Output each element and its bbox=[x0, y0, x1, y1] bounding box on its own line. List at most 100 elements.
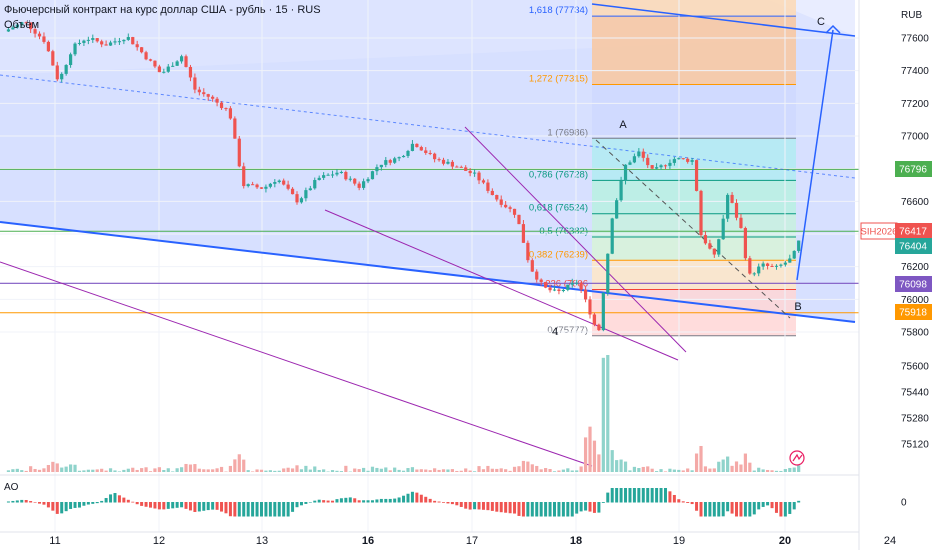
pattern-label-A: A bbox=[619, 119, 627, 131]
candle-body bbox=[561, 289, 565, 291]
volume-label[interactable]: Объём bbox=[4, 19, 40, 31]
volume-bar bbox=[783, 469, 787, 472]
candle-body bbox=[290, 188, 295, 195]
volume-bar bbox=[91, 469, 95, 472]
candle-body bbox=[251, 184, 255, 186]
price-badge-bg bbox=[895, 238, 932, 254]
ao-bar bbox=[424, 496, 428, 503]
candle-body bbox=[64, 65, 68, 74]
ao-bar bbox=[144, 502, 148, 507]
candle-body bbox=[592, 314, 597, 325]
candle-body bbox=[126, 37, 130, 40]
ao-bar bbox=[228, 502, 232, 517]
ao-bar bbox=[473, 502, 477, 510]
candle-body bbox=[659, 165, 663, 168]
candle-body bbox=[419, 147, 423, 151]
volume-bar bbox=[663, 471, 668, 472]
ao-bar bbox=[628, 488, 632, 503]
price-badge-bg bbox=[895, 304, 932, 320]
ao-bar bbox=[220, 502, 224, 512]
ao-bar bbox=[677, 499, 681, 503]
ao-bar bbox=[184, 502, 188, 509]
ao-bar bbox=[561, 502, 565, 517]
candle-body bbox=[464, 167, 468, 171]
ao-bar bbox=[526, 502, 530, 517]
volume-bar bbox=[606, 355, 610, 472]
volume-bar bbox=[104, 470, 108, 472]
ao-bar bbox=[610, 488, 614, 503]
volume-bar bbox=[55, 463, 59, 472]
candle-body bbox=[512, 208, 517, 215]
time-tick-label: 12 bbox=[153, 535, 165, 547]
volume-bar bbox=[117, 471, 122, 472]
volume-bar bbox=[299, 469, 304, 472]
candle-body bbox=[757, 266, 761, 274]
candle-body bbox=[313, 180, 317, 189]
ao-bar bbox=[166, 502, 170, 509]
candle-body bbox=[552, 289, 557, 291]
ao-bar bbox=[86, 502, 90, 505]
candle-body bbox=[326, 174, 330, 176]
candle-body bbox=[108, 42, 113, 46]
candle-body bbox=[544, 281, 548, 288]
ao-bar bbox=[770, 502, 774, 509]
ao-bar bbox=[632, 488, 636, 503]
candle-body bbox=[140, 47, 144, 53]
candle-body bbox=[188, 66, 193, 78]
volume-bar bbox=[583, 437, 588, 472]
ao-bar bbox=[197, 502, 201, 512]
candle-body bbox=[557, 289, 561, 291]
volume-bar bbox=[770, 470, 774, 472]
candle-body bbox=[55, 65, 59, 80]
candle-body bbox=[739, 217, 743, 228]
ao-bar bbox=[348, 497, 352, 503]
time-tick-label: 24 bbox=[884, 535, 896, 547]
trend-lines bbox=[0, 3, 856, 467]
candle-body bbox=[268, 183, 272, 187]
volume-bar bbox=[459, 470, 463, 472]
candle-body bbox=[575, 282, 579, 284]
indicator-logo-icon bbox=[789, 450, 805, 466]
volume-bar bbox=[259, 469, 264, 472]
volume-bar bbox=[472, 471, 477, 472]
volume-bar bbox=[681, 470, 685, 472]
volume-bar bbox=[539, 469, 543, 472]
ao-bar bbox=[64, 502, 68, 512]
ao-bar bbox=[157, 502, 161, 510]
fib-band bbox=[592, 138, 796, 181]
price-badge: 75918 bbox=[899, 308, 927, 319]
volume-bar bbox=[592, 440, 597, 472]
ao-bar bbox=[117, 495, 121, 503]
volume-bar bbox=[486, 465, 490, 472]
price-tick-label: 75280 bbox=[901, 414, 929, 425]
ao-bar bbox=[339, 498, 343, 503]
candle-body bbox=[117, 41, 122, 43]
price-tick-label: 76600 bbox=[901, 197, 929, 208]
candle-body bbox=[637, 151, 641, 157]
candle-body bbox=[393, 158, 397, 163]
ao-bar bbox=[331, 500, 335, 503]
candle-body bbox=[490, 190, 494, 196]
ao-bar bbox=[566, 502, 570, 517]
volume-bar bbox=[166, 468, 170, 472]
candle-body bbox=[570, 282, 574, 285]
candle-body bbox=[681, 158, 685, 160]
ao-bar bbox=[495, 502, 499, 512]
candle-body bbox=[206, 94, 210, 97]
ao-bar bbox=[69, 502, 73, 509]
grid bbox=[0, 0, 891, 532]
candle-body bbox=[734, 202, 739, 218]
ao-bar bbox=[202, 502, 206, 511]
symbol-title[interactable]: Фьючерсный контракт на курс доллар США -… bbox=[4, 4, 321, 16]
ao-bar bbox=[149, 502, 153, 508]
candle-body bbox=[228, 108, 233, 119]
volume-bar bbox=[765, 469, 770, 472]
ao-bar bbox=[504, 502, 508, 513]
volume-bar bbox=[437, 469, 441, 472]
ao-bar bbox=[242, 502, 246, 517]
candle-body bbox=[668, 162, 672, 166]
price-badge-bg bbox=[895, 276, 932, 292]
fib-band-top bbox=[592, 0, 796, 17]
volume-bar bbox=[339, 471, 344, 472]
